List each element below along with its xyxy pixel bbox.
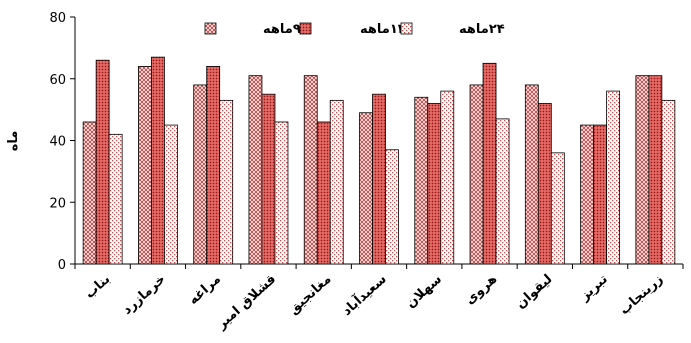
bar	[108, 133, 123, 265]
x-category-label: سهلان	[403, 272, 445, 311]
bar	[303, 75, 318, 265]
bar	[661, 99, 676, 265]
x-category-label: مغانجیق	[286, 272, 334, 318]
x-category-label: سعیدآباد	[338, 270, 389, 319]
bar-groups	[82, 56, 676, 265]
y-axis-title: ماه	[6, 131, 21, 152]
bar	[537, 103, 552, 265]
bar	[95, 59, 110, 265]
bar	[206, 66, 221, 265]
bar	[524, 84, 539, 265]
x-category-label: مراغه	[186, 272, 224, 308]
y-tick-label: 0	[58, 258, 66, 273]
bar	[261, 93, 276, 265]
x-category-label: زرینجاب	[617, 272, 666, 318]
bar	[274, 121, 289, 265]
y-tick-label: 60	[49, 73, 66, 88]
y-axis: 0 20 40 60 80	[49, 11, 76, 273]
bar	[248, 75, 263, 265]
bar	[580, 124, 594, 265]
x-category-label: هروی	[463, 272, 501, 308]
x-category-label: خرمازرد	[120, 272, 169, 318]
bar	[606, 90, 620, 265]
bar	[219, 99, 234, 265]
bar	[469, 84, 484, 265]
bar	[372, 93, 386, 265]
legend-label: ۹ماهه	[263, 22, 301, 37]
legend: ۹ماهه ۱۲ماهه ۲۴ماهه	[204, 22, 505, 37]
bar	[635, 75, 650, 265]
x-category-label: تبریز	[577, 272, 611, 305]
bar	[593, 124, 607, 265]
bar	[316, 121, 331, 265]
bar	[427, 103, 442, 265]
bar	[359, 112, 373, 265]
bar	[385, 149, 399, 265]
bar	[495, 118, 510, 265]
bar	[648, 75, 663, 265]
legend-label: ۲۴ماهه	[459, 22, 505, 37]
bar	[329, 99, 344, 265]
bar	[138, 66, 152, 265]
x-category-label: قشلاق امیر	[214, 272, 280, 333]
y-tick-label: 20	[49, 196, 66, 211]
legend-swatch	[299, 22, 312, 35]
y-tick-label: 40	[49, 135, 66, 150]
bar	[482, 62, 497, 265]
bar	[550, 152, 565, 265]
bar	[440, 90, 455, 265]
bar	[151, 56, 165, 265]
bar	[414, 96, 429, 265]
bar	[164, 124, 178, 265]
legend-swatch	[204, 22, 217, 35]
x-category-label: لیقوان	[513, 272, 555, 312]
legend-swatch	[400, 22, 413, 35]
bar	[193, 84, 208, 265]
y-tick-label: 80	[49, 11, 66, 26]
legend-label: ۱۲ماهه	[360, 22, 406, 37]
x-category-label: بناب	[82, 272, 113, 302]
bar	[82, 121, 97, 265]
